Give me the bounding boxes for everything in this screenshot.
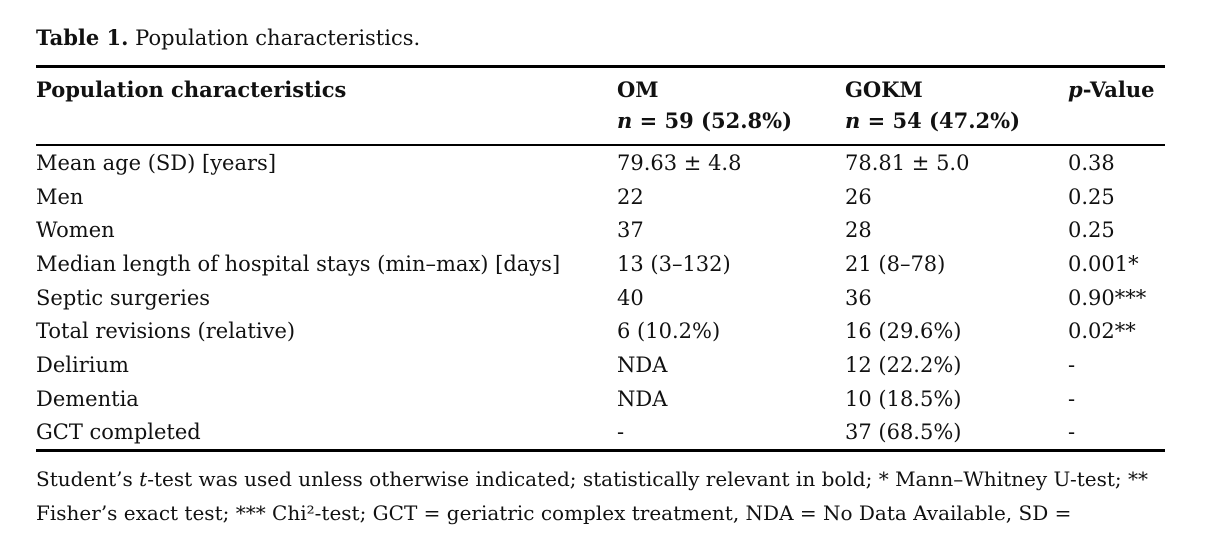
table-row: Mean age (SD) [years] 79.63 ± 4.8 78.81 … [36, 145, 1165, 180]
gokm-value-cell: 36 [845, 285, 872, 310]
p-value-cell: 0.90*** [1068, 285, 1147, 310]
row-label-cell: Total revisions (relative) [36, 319, 296, 344]
header-om-n-rest: = 59 (52.8%) [632, 108, 793, 133]
om-value-cell: - [617, 420, 625, 445]
gokm-value-cell: 12 (22.2%) [845, 352, 962, 377]
row-label-cell: Dementia [36, 386, 139, 411]
footnote-part2: -test was used unless otherwise indicate… [36, 467, 1149, 526]
p-value-cell: 0.02** [1068, 319, 1136, 344]
om-value-cell: NDA [617, 352, 668, 377]
header-p-italic: p [1068, 77, 1083, 102]
row-label-cell: Men [36, 184, 84, 209]
header-p-value: p-Value [1068, 67, 1165, 146]
p-value-cell: - [1068, 352, 1076, 377]
header-om-n: n = 59 (52.8%) [617, 105, 845, 136]
header-gokm-n: n = 54 (47.2%) [845, 105, 1068, 136]
gokm-value-cell: 21 (8–78) [845, 251, 946, 276]
gokm-value-cell: 28 [845, 218, 872, 243]
row-label-cell: Delirium [36, 352, 129, 377]
table-row: Delirium NDA 12 (22.2%) - [36, 348, 1165, 382]
gokm-value-cell: 26 [845, 184, 872, 209]
header-gokm-n-rest: = 54 (47.2%) [860, 108, 1021, 133]
table-row: Men 22 26 0.25 [36, 180, 1165, 214]
gokm-value-cell: 78.81 ± 5.0 [845, 150, 970, 175]
table-caption: Table 1. Population characteristics. [36, 24, 1165, 52]
table-row: Median length of hospital stays (min–max… [36, 247, 1165, 281]
table-row: Total revisions (relative) 6 (10.2%) 16 … [36, 314, 1165, 348]
footnote-part1: Student’s [36, 467, 140, 492]
p-value-cell: 0.38 [1068, 150, 1115, 175]
table-caption-text: Population characteristics. [128, 26, 421, 50]
header-gokm: GOKM n = 54 (47.2%) [845, 67, 1068, 146]
header-om-name: OM [617, 77, 659, 102]
table-row: Dementia NDA 10 (18.5%) - [36, 382, 1165, 416]
header-om-n-italic: n [617, 108, 633, 133]
om-value-cell: 40 [617, 285, 644, 310]
table-footnote: Student’s t-test was used unless otherwi… [36, 462, 1165, 535]
gokm-value-cell: 37 (68.5%) [845, 420, 962, 445]
p-value-cell: 0.25 [1068, 218, 1115, 243]
population-characteristics-table: Population characteristics OM n = 59 (52… [36, 65, 1165, 452]
header-om: OM n = 59 (52.8%) [617, 67, 845, 146]
header-gokm-name: GOKM [845, 77, 923, 102]
row-label-cell: GCT completed [36, 420, 201, 445]
table-caption-label: Table 1. [36, 25, 129, 50]
om-value-cell: NDA [617, 386, 668, 411]
p-value-cell: 0.001* [1068, 251, 1139, 276]
row-label-cell: Septic surgeries [36, 285, 211, 310]
gokm-value-cell: 16 (29.6%) [845, 319, 962, 344]
header-p-value-label: p-Value [1068, 74, 1165, 105]
om-value-cell: 6 (10.2%) [617, 319, 721, 344]
table-row: Women 37 28 0.25 [36, 213, 1165, 247]
header-p-rest: -Value [1082, 77, 1155, 102]
p-value-cell: 0.25 [1068, 184, 1115, 209]
header-label: Population characteristics [36, 77, 347, 102]
om-value-cell: 79.63 ± 4.8 [617, 150, 742, 175]
p-value-cell: - [1068, 420, 1076, 445]
row-label-cell: Women [36, 218, 115, 243]
header-gokm-n-italic: n [845, 108, 861, 133]
row-label-cell: Median length of hospital stays (min–max… [36, 251, 561, 276]
row-label-cell: Mean age (SD) [years] [36, 150, 277, 175]
table-row: GCT completed - 37 (68.5%) - [36, 416, 1165, 451]
p-value-cell: - [1068, 386, 1076, 411]
gokm-value-cell: 10 (18.5%) [845, 386, 962, 411]
om-value-cell: 22 [617, 184, 644, 209]
header-population-characteristics: Population characteristics [36, 67, 617, 146]
table-row: Septic surgeries 40 36 0.90*** [36, 281, 1165, 315]
footnote-italic-t: t [139, 467, 148, 492]
om-value-cell: 13 (3–132) [617, 251, 731, 276]
om-value-cell: 37 [617, 218, 644, 243]
header-row: Population characteristics OM n = 59 (52… [36, 67, 1165, 146]
